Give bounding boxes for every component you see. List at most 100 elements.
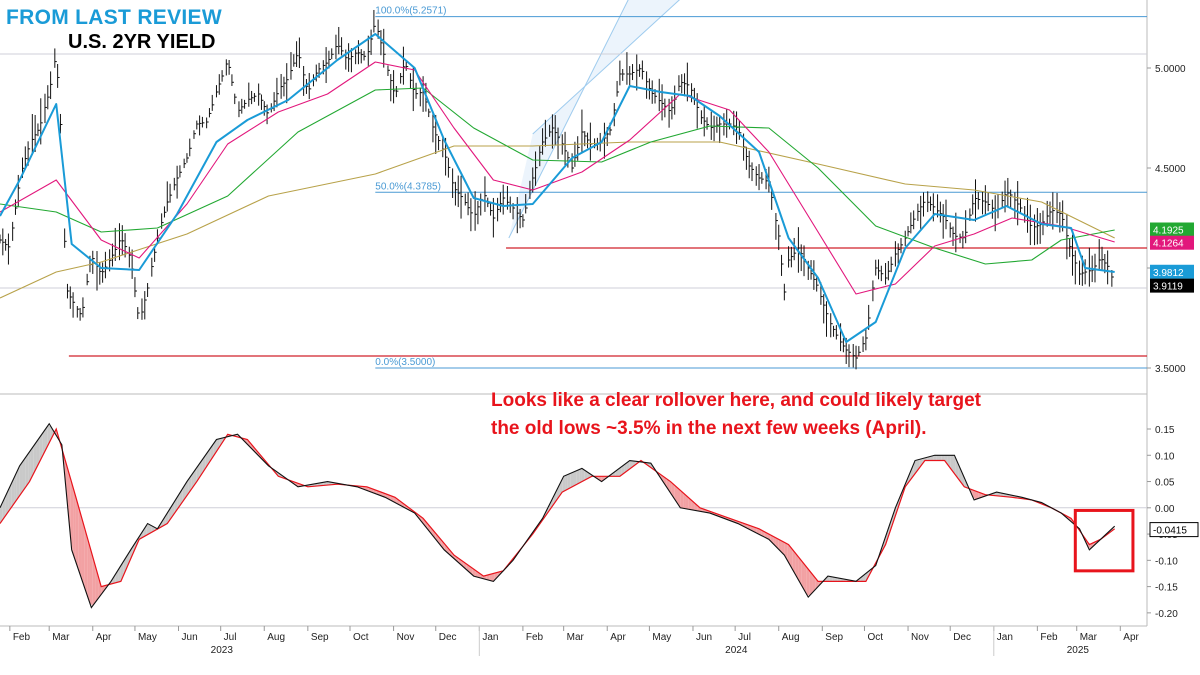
osc-fill-band (789, 546, 793, 570)
osc-fill-band (22, 457, 26, 492)
osc-fill-band (435, 533, 439, 543)
osc-fill-band (11, 477, 15, 508)
year-label-0: 2023 (211, 645, 234, 656)
osc-fill-band (581, 468, 585, 482)
osc-fill-band (491, 573, 495, 581)
month-tick-label-20: Oct (867, 632, 883, 643)
osc-fill-band (489, 573, 492, 581)
osc-fill-band (953, 455, 956, 476)
osc-fill-band (92, 556, 96, 606)
osc-fill-band (33, 441, 37, 474)
osc-tick-label-5: -0.10 (1155, 556, 1178, 567)
osc-fill-band (888, 520, 892, 537)
osc-fill-band (936, 455, 939, 461)
month-tick-label-6: Aug (267, 632, 285, 643)
osc-fill-band (28, 449, 31, 484)
price-label-2: 3.9812 (1153, 268, 1184, 279)
osc-fill-band (832, 576, 835, 582)
osc-fill-band (185, 479, 189, 498)
price-label-bg-0 (1150, 222, 1194, 237)
highlight-box (1073, 508, 1135, 573)
osc-main-line (0, 422, 1116, 609)
price-label-bg-1 (1150, 235, 1194, 250)
osc-fill-band (801, 560, 805, 590)
osc-fill-band (944, 455, 948, 465)
osc-fill-band (494, 572, 498, 580)
month-tick-label-15: May (652, 632, 671, 643)
month-tick-label-13: Mar (567, 632, 585, 643)
osc-fill-band (36, 437, 40, 468)
year-label-1: 2024 (725, 645, 748, 656)
osc-fill-band (804, 563, 807, 595)
osc-fill-band (39, 433, 43, 463)
osc-fill-band (573, 470, 577, 487)
osc-current-label-bg (1149, 522, 1199, 538)
osc-fill-band (67, 468, 71, 535)
osc-fill-band (809, 570, 813, 596)
price-label-3: 3.9119 (1153, 282, 1183, 293)
price-label-bg-3 (1150, 278, 1194, 293)
osc-fill-band (781, 540, 785, 556)
moving-average-line-2 (0, 61, 1115, 295)
osc-fill-band (216, 438, 220, 452)
osc-fill-band (191, 471, 194, 490)
month-tick-label-11: Jan (482, 632, 498, 643)
osc-fill-band (196, 463, 200, 482)
osc-fill-band (806, 567, 810, 596)
osc-fill-band (860, 575, 864, 582)
month-tick-label-26: Apr (1123, 632, 1139, 643)
osc-fill-band (666, 478, 670, 491)
month-tick-label-17: Jul (738, 632, 751, 643)
month-tick-label-8: Oct (353, 632, 369, 643)
osc-fill-band (891, 511, 894, 529)
osc-fill-band (8, 483, 12, 512)
moving-average-line-3 (0, 87, 1115, 265)
month-tick-label-14: Apr (610, 632, 626, 643)
osc-fill-band (975, 490, 979, 500)
osc-fill-band (961, 471, 965, 487)
osc-fill-band (87, 536, 90, 604)
osc-fill-band (978, 492, 982, 499)
osc-fill-band (787, 543, 790, 565)
osc-fill-band (148, 524, 152, 534)
fib-label-1: 50.0%(4.3785) (375, 181, 441, 192)
osc-fill-band (424, 519, 428, 529)
osc-fill-band (601, 476, 605, 482)
price-tick-label-1: 4.5000 (1155, 164, 1186, 175)
osc-fill-band (188, 475, 192, 494)
osc-fill-band (441, 540, 445, 550)
osc-fill-band (19, 461, 23, 496)
osc-fill-band (326, 481, 329, 486)
osc-fill-band (42, 429, 45, 457)
osc-fill-band (683, 492, 686, 509)
osc-fill-band (182, 483, 186, 502)
osc-fill-band (548, 501, 552, 513)
osc-signal-line (0, 427, 1116, 588)
month-tick-label-1: Mar (52, 632, 70, 643)
month-tick-label-12: Feb (526, 632, 544, 643)
month-tick-label-23: Jan (997, 632, 1013, 643)
osc-current-label: -0.0415 (1153, 526, 1187, 537)
month-tick-label-7: Sep (311, 632, 329, 643)
osc-fill-band (202, 455, 206, 473)
month-tick-label-3: May (138, 632, 157, 643)
osc-fill-band (624, 462, 627, 474)
osc-tick-label-3: 0.00 (1155, 504, 1175, 515)
osc-fill-band (632, 460, 636, 467)
osc-fill-band (112, 574, 116, 584)
osc-fill-band (146, 524, 149, 536)
annotation-line-2: the old lows ~3.5% in the next few weeks… (491, 418, 927, 439)
osc-fill-band (81, 517, 85, 587)
month-tick-label-25: Mar (1080, 632, 1098, 643)
price-label-0: 4.1925 (1153, 226, 1184, 237)
osc-fill-band (919, 458, 923, 469)
osc-fill-band (576, 469, 580, 485)
osc-fill-band (941, 455, 945, 461)
osc-tick-label-7: -0.20 (1155, 609, 1178, 620)
osc-tick-label-6: -0.15 (1155, 583, 1178, 594)
price-tick-label-0: 5.0000 (1155, 64, 1186, 75)
osc-fill-band (829, 576, 833, 582)
osc-fill-band (570, 472, 574, 488)
osc-fill-band (598, 476, 602, 482)
osc-fill-band (16, 465, 20, 500)
